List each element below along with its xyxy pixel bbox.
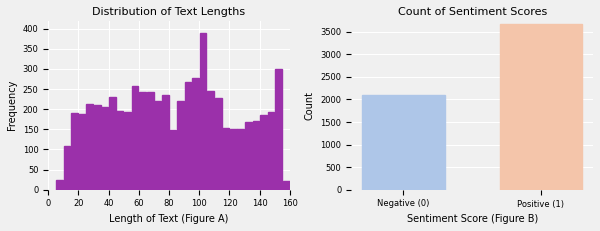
Title: Count of Sentiment Scores: Count of Sentiment Scores [398,7,547,17]
Bar [238,128,244,190]
Y-axis label: Count: Count [305,91,315,120]
X-axis label: Length of Text (Figure A): Length of Text (Figure A) [109,214,229,224]
Bar [207,91,214,190]
Bar [162,95,169,190]
Bar [56,180,63,190]
Bar [94,105,101,190]
Bar [192,78,199,190]
Bar [253,121,259,190]
Bar [185,82,191,190]
X-axis label: Sentiment Score (Figure B): Sentiment Score (Figure B) [407,214,538,224]
Bar [71,113,78,190]
Bar [147,92,154,190]
Bar [131,86,139,190]
Bar [64,146,70,190]
Bar [124,112,131,190]
Bar [222,128,229,190]
Bar [109,97,116,190]
Y-axis label: Frequency: Frequency [7,80,17,130]
Bar [275,69,282,190]
Bar [200,33,206,190]
Bar [260,115,267,190]
Bar [245,122,252,190]
Bar [86,104,93,190]
Bar [154,101,161,190]
Title: Distribution of Text Lengths: Distribution of Text Lengths [92,7,245,17]
Bar [230,129,236,190]
Bar [116,111,123,190]
Bar [139,92,146,190]
Bar [500,24,582,190]
Bar [268,112,274,190]
Bar [169,130,176,190]
Bar [362,95,445,190]
Bar [177,101,184,190]
Bar [101,107,108,190]
Bar [283,181,290,190]
Bar [79,114,86,190]
Bar [215,98,221,190]
